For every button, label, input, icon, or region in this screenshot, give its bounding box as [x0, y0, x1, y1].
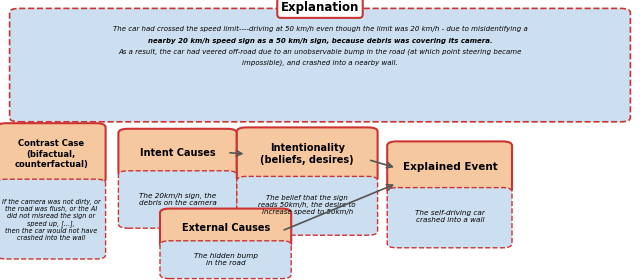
Text: impossible), and crashed into a nearby wall.: impossible), and crashed into a nearby w… — [242, 60, 398, 66]
Text: Contrast Case
(bifactual,
counterfactual): Contrast Case (bifactual, counterfactual… — [14, 139, 88, 169]
Text: Intentionality
(beliefs, desires): Intentionality (beliefs, desires) — [260, 143, 354, 165]
FancyBboxPatch shape — [387, 188, 512, 248]
Text: The belief that the sign
reads 50km/h, the desire to
increase speed to 50km/h: The belief that the sign reads 50km/h, t… — [259, 195, 356, 215]
FancyBboxPatch shape — [0, 123, 106, 183]
Text: Intent Causes: Intent Causes — [140, 148, 216, 158]
Text: The hidden bump
in the road: The hidden bump in the road — [194, 253, 258, 266]
FancyBboxPatch shape — [387, 141, 512, 193]
FancyBboxPatch shape — [118, 171, 237, 228]
Text: External Causes: External Causes — [182, 223, 270, 233]
FancyBboxPatch shape — [0, 179, 106, 259]
FancyBboxPatch shape — [118, 129, 237, 176]
Text: Explanation: Explanation — [281, 1, 359, 14]
Text: As a result, the car had veered off-road due to an unobservable bump in the road: As a result, the car had veered off-road… — [118, 48, 522, 55]
Text: nearby 20 km/h speed sign as a 50 km/h sign, because debris was covering its cam: nearby 20 km/h speed sign as a 50 km/h s… — [148, 38, 492, 44]
Text: The self-driving car
crashed into a wall: The self-driving car crashed into a wall — [415, 211, 485, 223]
Text: Explained Event: Explained Event — [403, 162, 497, 172]
FancyBboxPatch shape — [160, 209, 291, 248]
Text: The car had crossed the speed limit----driving at 50 km/h even though the limit : The car had crossed the speed limit----d… — [113, 26, 527, 32]
FancyBboxPatch shape — [10, 8, 630, 122]
FancyBboxPatch shape — [160, 241, 291, 279]
FancyBboxPatch shape — [237, 176, 378, 235]
Text: The 20km/h sign, the
debris on the camera: The 20km/h sign, the debris on the camer… — [139, 193, 217, 206]
Text: If the camera was not dirty, or
the road was flush, or the AI
did not misread th: If the camera was not dirty, or the road… — [2, 199, 100, 241]
FancyBboxPatch shape — [237, 127, 378, 182]
